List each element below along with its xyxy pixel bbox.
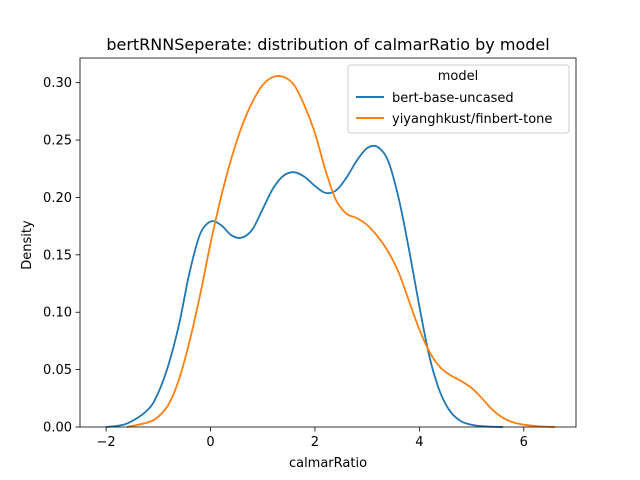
y-tick-label: 0.10 [43,306,72,321]
y-axis-label: Density [20,220,35,270]
x-tick-label: −2 [97,435,116,450]
series-line-0 [105,144,503,428]
legend-label-finbert-tone: yiyanghkust/finbert-tone [392,112,552,127]
x-axis: −2 0 2 4 6 [97,427,528,450]
x-tick-label: 2 [311,435,319,450]
legend: model bert-base-uncased yiyanghkust/finb… [347,64,570,134]
y-tick-label: 0.00 [43,421,72,436]
series-line-1 [126,75,556,428]
plot-frame [79,57,577,428]
x-tick-label: 4 [415,435,423,450]
y-tick-label: 0.05 [43,363,72,378]
y-tick-label: 0.30 [43,76,72,91]
series-layer [105,75,556,428]
chart-title: bertRNNSeperate: distribution of calmarR… [106,35,549,54]
y-tick-label: 0.15 [43,248,72,263]
legend-title: model [438,69,478,84]
y-tick-label: 0.25 [43,134,72,149]
x-tick-label: 0 [206,435,214,450]
x-tick-label: 6 [520,435,528,450]
x-axis-label: calmarRatio [289,456,367,471]
legend-label-bert-base-uncased: bert-base-uncased [392,91,514,106]
y-axis: 0.00 0.05 0.10 0.15 0.20 0.25 0.30 [43,76,80,436]
legend-box [347,64,570,134]
y-tick-label: 0.20 [43,191,72,206]
